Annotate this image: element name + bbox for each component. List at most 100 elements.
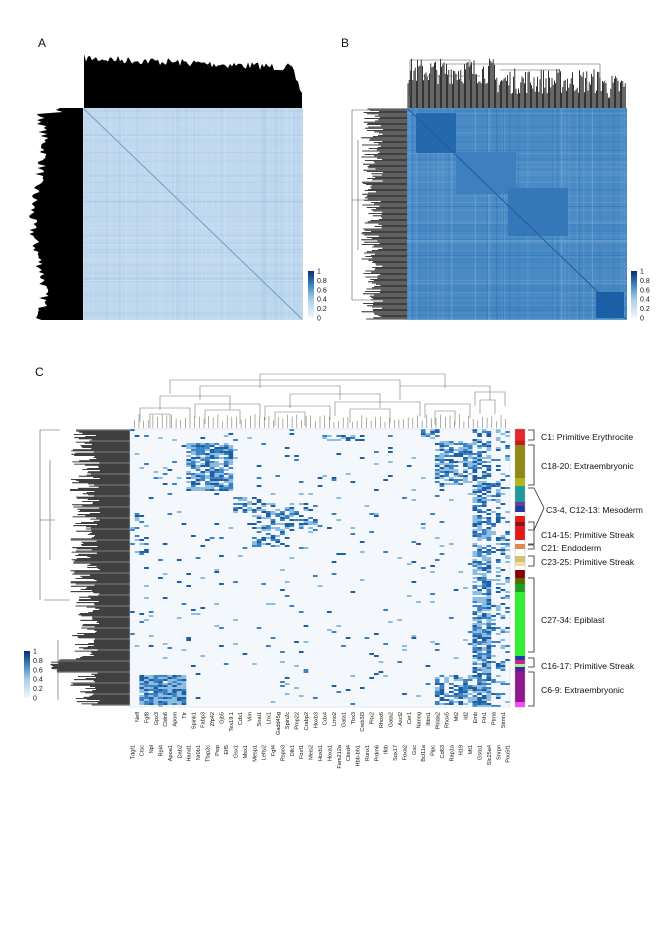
heatmap-cell	[275, 523, 281, 525]
heatmap-cell	[148, 703, 154, 705]
gene-label: Cldn6	[163, 712, 169, 727]
heatmap-cell	[186, 445, 191, 447]
heatmap-cell	[477, 487, 482, 489]
gene-label: Crabp2	[304, 712, 310, 730]
heatmap-cell	[256, 545, 262, 547]
heatmap-cell	[233, 457, 238, 459]
heatmap-cell	[237, 507, 243, 509]
heatmap-cell	[477, 663, 482, 665]
matrix-stripe	[474, 108, 476, 320]
heatmap-cell	[266, 511, 271, 513]
heatmap-cell	[195, 479, 201, 481]
heatmap-cell	[200, 443, 206, 445]
matrix-stripe	[407, 245, 627, 247]
heatmap-cell	[327, 527, 332, 529]
heatmap-cell	[200, 437, 206, 439]
heatmap-cell	[270, 521, 276, 523]
matrix-stripe	[576, 108, 578, 320]
matrix-stripe	[293, 108, 295, 320]
heatmap-cell	[472, 507, 478, 509]
heatmap-cell	[481, 581, 487, 583]
heatmap-cell	[486, 669, 492, 671]
heatmap-cell	[205, 485, 210, 487]
heatmap-cell	[247, 523, 252, 525]
heatmap-cell	[463, 471, 468, 473]
colorbar-c: 10.80.60.40.20	[24, 649, 43, 703]
heatmap-cell	[491, 655, 496, 657]
heatmap-cell	[205, 487, 210, 489]
heatmap-cell	[486, 613, 492, 615]
heatmap-cell	[481, 629, 487, 631]
heatmap-cell	[486, 607, 492, 609]
heatmap-cell	[148, 685, 154, 687]
cluster-color-segment	[515, 522, 525, 526]
matrix-stripe	[407, 297, 627, 299]
heatmap-cell	[303, 669, 309, 671]
heatmap-cell	[275, 541, 281, 543]
heatmap-cell	[345, 689, 351, 691]
heatmap-cell	[495, 449, 501, 451]
heatmap-cell	[472, 629, 478, 631]
heatmap-cell	[467, 473, 473, 475]
heatmap-cell	[463, 689, 468, 691]
heatmap-cell	[472, 443, 478, 445]
heatmap-cell	[439, 457, 445, 459]
heatmap-cell	[472, 535, 478, 537]
heatmap-cell	[228, 451, 234, 453]
heatmap-cell	[158, 697, 163, 699]
gene-label: Foxf1	[299, 745, 305, 759]
cluster-bracket	[528, 657, 535, 668]
heatmap-cell	[481, 667, 487, 669]
matrix-stripe	[242, 108, 244, 320]
heatmap-cell	[388, 621, 393, 623]
heatmap-cell	[495, 539, 501, 541]
block-b-4	[596, 292, 624, 318]
heatmap-cell	[481, 673, 487, 675]
heatmap-cell	[162, 597, 168, 599]
heatmap-cell	[467, 467, 473, 469]
heatmap-cell	[242, 499, 248, 501]
heatmap-cell	[477, 453, 482, 455]
heatmap-cell	[176, 691, 182, 693]
matrix-stripe	[201, 108, 203, 320]
cluster-label: C3-4, C12-13: Mesoderm	[546, 505, 643, 515]
matrix-stripe	[291, 108, 293, 320]
heatmap-cell	[453, 693, 459, 695]
heatmap-cell	[256, 539, 262, 541]
heatmap-cell	[439, 477, 445, 479]
cluster-label: C1: Primitive Erythrocite	[541, 432, 633, 442]
heatmap-cell	[467, 455, 473, 457]
heatmap-cell	[223, 457, 229, 459]
heatmap-cell	[167, 701, 173, 703]
heatmap-cell	[266, 537, 271, 539]
heatmap-cell	[228, 485, 234, 487]
heatmap-cell	[434, 701, 440, 703]
heatmap-cell	[420, 429, 426, 431]
heatmap-cell	[486, 433, 492, 435]
heatmap-cell	[411, 457, 417, 459]
matrix-stripe	[83, 278, 303, 280]
heatmap-cell	[491, 661, 496, 663]
heatmap-cell	[144, 683, 149, 685]
matrix-stripe	[495, 108, 497, 320]
cluster-color-segment	[515, 592, 525, 656]
heatmap-cell	[284, 683, 290, 685]
cluster-color-segment	[515, 429, 525, 441]
colorbar-tick-label: 0.4	[317, 297, 327, 304]
heatmap-cell	[486, 633, 492, 635]
heatmap-cell	[486, 689, 492, 691]
heatmap-cell	[472, 491, 478, 493]
heatmap-cell	[331, 561, 337, 563]
heatmap-cell	[491, 525, 496, 527]
cluster-label: C21: Endoderm	[541, 543, 601, 553]
matrix-stripe	[152, 108, 154, 320]
heatmap-cell	[336, 519, 342, 521]
heatmap-cell	[191, 463, 196, 465]
heatmap-cell	[191, 459, 196, 461]
cluster-bar-border	[514, 428, 526, 708]
heatmap-cell	[449, 687, 454, 689]
heatmap-cell	[434, 429, 440, 431]
heatmap-cell	[430, 601, 435, 603]
matrix-stripe	[121, 108, 122, 320]
heatmap-cell	[195, 461, 201, 463]
